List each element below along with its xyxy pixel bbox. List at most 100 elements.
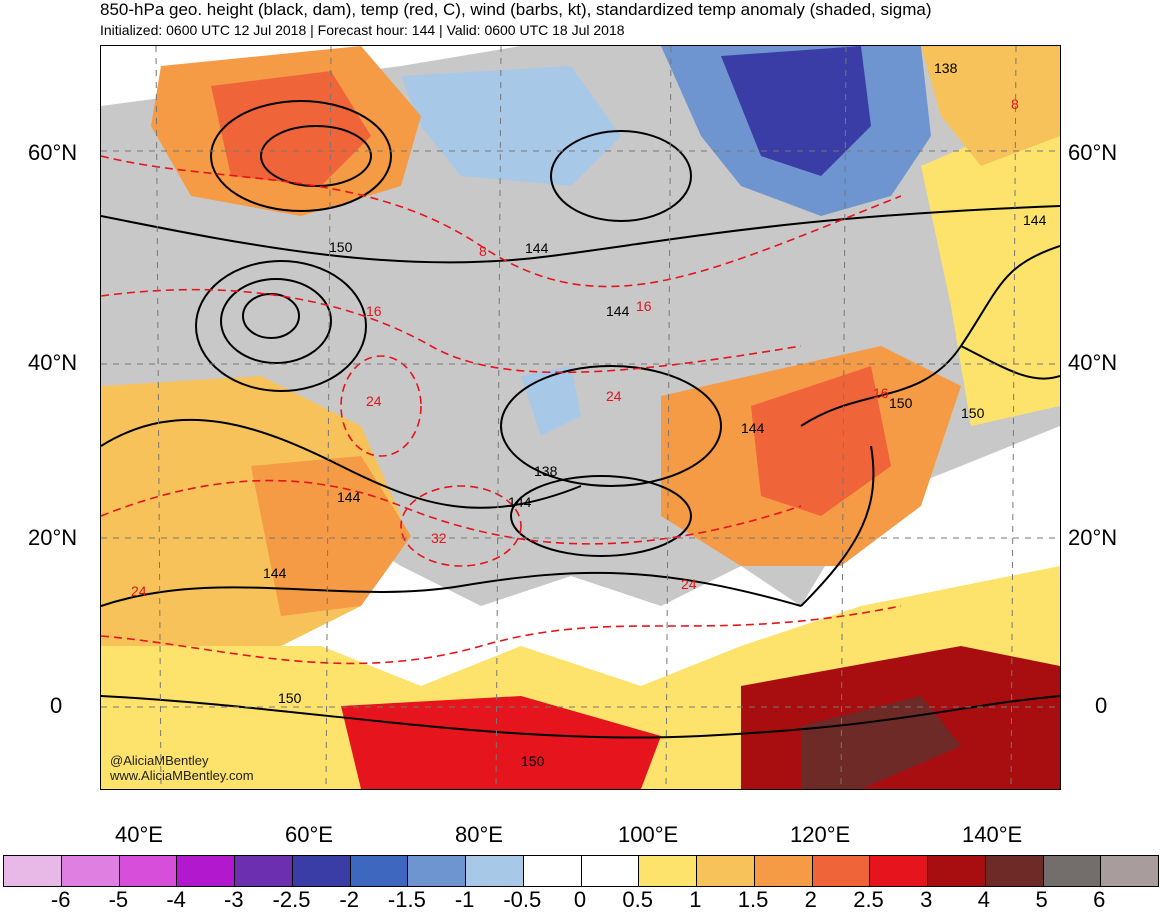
- credit-website: www.AliciaMBentley.com: [110, 768, 254, 783]
- temp-label: 24: [606, 388, 622, 404]
- colorbar-box: [985, 856, 1044, 886]
- anomaly-strong-cold: [721, 46, 871, 176]
- height-contour-ring-6: [550, 130, 692, 222]
- graticule-meridian-140e: [1010, 46, 1017, 789]
- colorbar-box: [754, 856, 813, 886]
- colorbar-tick-label: 5: [1035, 887, 1048, 912]
- temp-label: 16: [366, 303, 382, 319]
- colorbar-box: [581, 856, 640, 886]
- height-label: 144: [741, 420, 765, 436]
- height-label: 150: [521, 753, 545, 769]
- height-contours: [101, 100, 1060, 739]
- colorbar-box: [639, 856, 697, 886]
- lat-label-20n-left: 20°N: [28, 525, 78, 550]
- height-contour-ring-8: [510, 475, 692, 557]
- height-label: 150: [329, 239, 353, 255]
- colorbar-tick-label: -4: [166, 887, 186, 912]
- colorbar-box: [1101, 856, 1158, 886]
- anomaly-warm-east-china: [751, 366, 891, 516]
- lon-label-100e: 100°E: [618, 822, 679, 847]
- figure-title: 850-hPa geo. height (black, dam), temp (…: [100, 0, 932, 19]
- graticule-meridian-80e: [495, 46, 502, 789]
- anomaly-warm-arctic: [921, 46, 1060, 166]
- height-label: 150: [889, 395, 913, 411]
- height-contour-3: [101, 571, 802, 607]
- graticule-meridian-60e: [325, 46, 332, 789]
- anomaly-cold-west-siberia: [401, 66, 621, 186]
- colorbar-tick-label: -3: [224, 887, 244, 912]
- colorbar-tick-label: -0.5: [503, 887, 542, 912]
- height-contour-ring-5: [260, 125, 372, 187]
- temp-contour-ring-1: [400, 485, 522, 567]
- colorbar-box: [697, 856, 755, 886]
- colorbar-box: [350, 856, 409, 886]
- colorbar-box: [523, 856, 582, 886]
- colorbar-tick-label: 0: [573, 887, 587, 912]
- height-label: 144: [606, 303, 630, 319]
- height-contour-ring-1: [195, 260, 367, 392]
- height-label: 144: [508, 494, 532, 510]
- temp-label: 32: [431, 530, 447, 546]
- colorbar-tick-label: 2: [804, 887, 817, 912]
- height-label: 138: [534, 463, 558, 479]
- lon-label-120e: 120°E: [790, 822, 851, 847]
- colorbar-box: [408, 856, 466, 886]
- colorbar-box: [1043, 856, 1102, 886]
- contour-label-group: 138 150 144 144 144 138 144 144 150 144 …: [131, 60, 1047, 769]
- height-contour-ring-4: [210, 100, 392, 212]
- colorbar-box: [119, 856, 178, 886]
- temp-contour-3: [101, 479, 802, 545]
- height-contour-1: [101, 205, 1060, 264]
- height-label: 138: [934, 60, 958, 76]
- colorbar-box: [812, 856, 871, 886]
- anomaly-warm-pacific-ne: [921, 106, 1060, 426]
- lat-label-20n-right: 20°N: [1068, 525, 1118, 550]
- lon-label-40e: 40°E: [115, 822, 163, 847]
- height-label: 144: [525, 240, 549, 256]
- temp-contour-2: [101, 288, 802, 374]
- colorbar-tick-label: 6: [1093, 887, 1106, 912]
- temp-label: 16: [873, 385, 889, 401]
- lat-label-40n-left: 40°N: [28, 350, 78, 375]
- colorbar-tick-label: 4: [977, 887, 991, 912]
- lat-label-0-right: 0: [1095, 693, 1108, 718]
- lat-label-0-left: 0: [50, 693, 63, 718]
- colorbar-tick-label: -2: [339, 887, 359, 912]
- height-contour-5: [800, 245, 1060, 427]
- colorbar-tick-label: 1: [689, 887, 702, 912]
- temp-label: 24: [366, 393, 382, 409]
- colorbar-tick-label: 1.5: [737, 887, 769, 912]
- lat-label-60n-right: 60°N: [1068, 140, 1118, 165]
- height-contour-6: [960, 345, 1060, 380]
- graticule-meridian-100e: [665, 46, 672, 789]
- temp-label: 24: [131, 583, 147, 599]
- lon-label-140e: 140°E: [962, 822, 1023, 847]
- lon-label-60e: 60°E: [285, 822, 333, 847]
- colorbar-tick-label: -2.5: [272, 887, 311, 912]
- height-label: 150: [278, 690, 302, 706]
- colorbar-box: [466, 856, 524, 886]
- lat-label-60n-left: 60°N: [28, 140, 78, 165]
- height-contour-2: [101, 418, 582, 509]
- lon-label-80e: 80°E: [455, 822, 503, 847]
- colorbar-tick-label: -1: [454, 887, 475, 912]
- anomaly-hot-indian-ocean: [341, 696, 661, 789]
- colorbar-box: [870, 856, 928, 886]
- anomaly-cold-central: [521, 366, 581, 436]
- height-label: 144: [263, 565, 287, 581]
- colorbar-box: [61, 856, 120, 886]
- temp-label: 24: [681, 576, 697, 592]
- height-contour-ring-2: [220, 278, 332, 364]
- height-label: 150: [961, 405, 985, 421]
- graticule-meridian-40e: [155, 46, 162, 789]
- credit-handle: @AliciaMBentley: [110, 753, 209, 768]
- colorbar-box: [292, 856, 351, 886]
- anomaly-colorbar: [3, 855, 1159, 887]
- height-label: 144: [337, 489, 361, 505]
- colorbar-tick-label: 0.5: [622, 887, 653, 912]
- colorbar-box: [235, 856, 293, 886]
- colorbar-tick-label: -6: [50, 887, 71, 912]
- height-contour-7: [800, 445, 875, 607]
- temp-label: 8: [1011, 96, 1019, 112]
- colorbar-tick-label: -5: [108, 887, 129, 912]
